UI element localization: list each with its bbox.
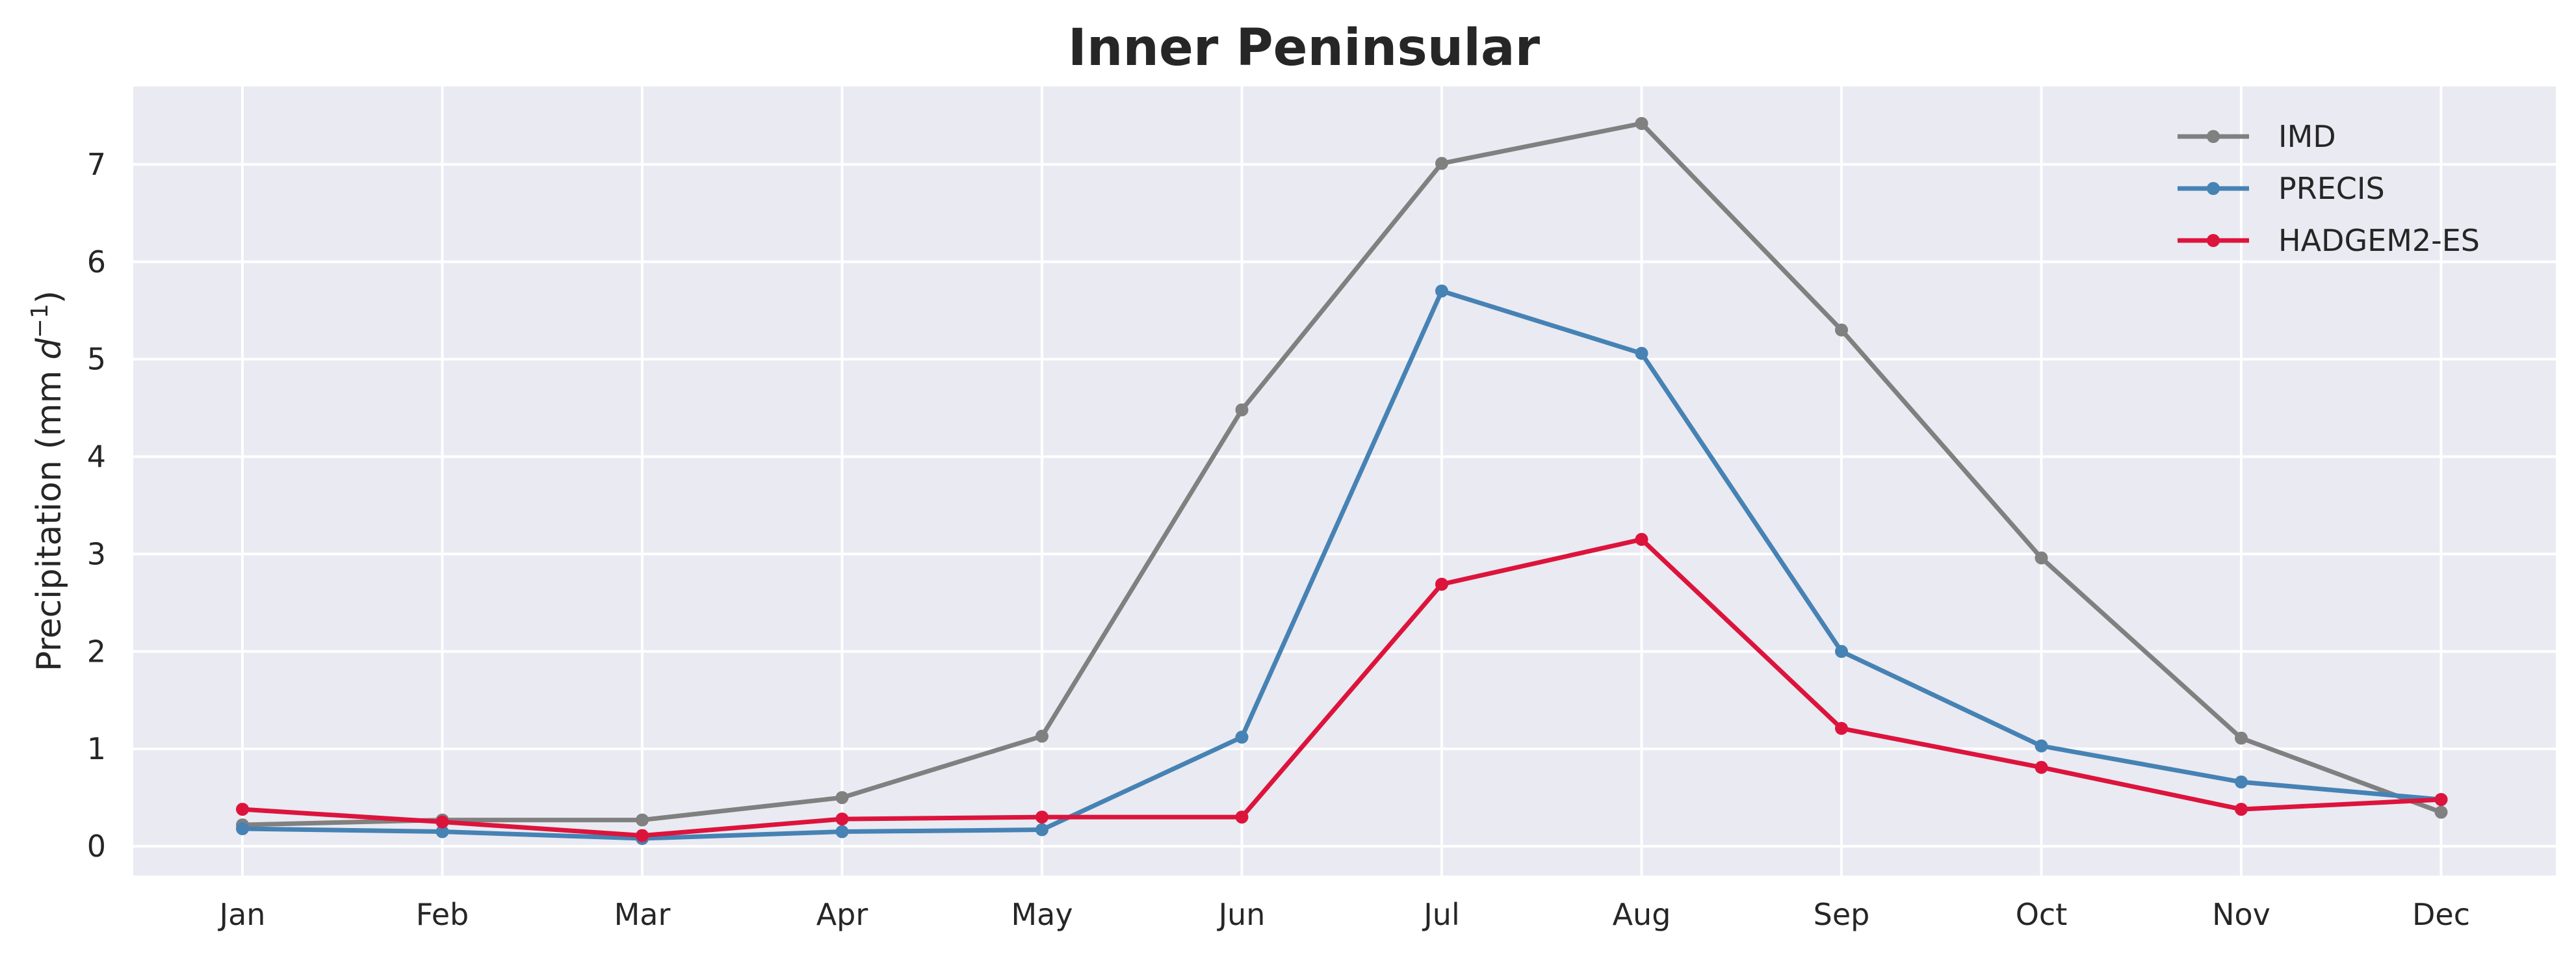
y-axis-label: Precipitation (mm d−1) bbox=[27, 291, 69, 671]
legend-swatch-marker bbox=[2207, 182, 2220, 195]
x-tick-label: Mar bbox=[614, 897, 671, 932]
legend-item-hadgem2-es: HADGEM2-ES bbox=[2178, 223, 2480, 258]
series-line-precis bbox=[240, 289, 2443, 841]
x-tick-label: Apr bbox=[816, 897, 868, 932]
data-point-imd bbox=[835, 791, 849, 805]
legend-label: PRECIS bbox=[2278, 171, 2385, 206]
legend-swatch-marker bbox=[2207, 130, 2220, 143]
series-line-imd bbox=[240, 121, 2443, 827]
x-tick-label: Dec bbox=[2412, 897, 2470, 932]
data-point-hadgem2-es bbox=[835, 812, 849, 826]
data-point-imd bbox=[1435, 157, 1448, 170]
legend-item-imd: IMD bbox=[2178, 119, 2336, 154]
y-tick-label: 5 bbox=[87, 342, 106, 377]
x-tick-label: Nov bbox=[2212, 897, 2270, 932]
data-point-imd bbox=[1035, 729, 1048, 743]
series-line-hadgem2-es bbox=[240, 537, 2443, 838]
y-tick-label: 4 bbox=[87, 439, 106, 474]
data-point-imd bbox=[2235, 731, 2248, 745]
y-tick-label: 1 bbox=[87, 731, 106, 766]
x-tick-label: Jun bbox=[1217, 897, 1266, 932]
data-point-precis bbox=[835, 825, 849, 838]
data-point-imd bbox=[1635, 116, 1648, 130]
data-point-hadgem2-es bbox=[636, 829, 649, 842]
series-lines bbox=[236, 116, 2448, 846]
legend-label: HADGEM2-ES bbox=[2278, 223, 2480, 258]
data-point-imd bbox=[636, 813, 649, 827]
x-tick-label: Jul bbox=[1422, 897, 1460, 932]
x-tick-label: Jan bbox=[218, 897, 266, 932]
data-point-precis bbox=[2235, 775, 2248, 789]
data-point-hadgem2-es bbox=[2035, 760, 2048, 774]
data-point-precis bbox=[2035, 739, 2048, 753]
data-point-precis bbox=[1235, 731, 1249, 744]
y-tick-label: 6 bbox=[87, 244, 106, 279]
y-axis-label-main: Precipitation (mm bbox=[30, 359, 69, 671]
data-point-hadgem2-es bbox=[236, 803, 249, 816]
y-axis-ticks: 0 1 2 3 4 5 6 7 bbox=[87, 147, 106, 864]
data-point-precis bbox=[1035, 823, 1048, 837]
plot-area bbox=[133, 86, 2556, 876]
x-axis-ticks: Jan Feb Mar Apr May Jun Jul Aug Sep Oct Nov Dec bbox=[218, 897, 2470, 932]
data-point-imd bbox=[2434, 805, 2448, 819]
data-point-hadgem2-es bbox=[1635, 532, 1648, 546]
data-point-precis bbox=[1435, 284, 1448, 298]
data-point-hadgem2-es bbox=[2434, 793, 2448, 807]
y-axis-label-close: ) bbox=[30, 291, 69, 304]
data-point-hadgem2-es bbox=[436, 815, 449, 829]
y-axis-label-unit-var: d bbox=[30, 337, 69, 359]
data-point-hadgem2-es bbox=[1435, 577, 1448, 591]
data-point-precis bbox=[436, 825, 449, 838]
data-point-hadgem2-es bbox=[1835, 721, 1848, 735]
series-hadgem2-es bbox=[236, 532, 2448, 842]
x-tick-label: May bbox=[1011, 897, 1073, 932]
chart-title: Inner Peninsular bbox=[1068, 19, 1541, 77]
data-point-precis bbox=[236, 822, 249, 836]
y-tick-label: 7 bbox=[87, 147, 106, 182]
y-tick-label: 2 bbox=[87, 634, 106, 669]
data-point-precis bbox=[1635, 346, 1648, 360]
data-point-hadgem2-es bbox=[1035, 811, 1048, 824]
legend-label: IMD bbox=[2278, 119, 2336, 154]
x-tick-label: Aug bbox=[1613, 897, 1671, 932]
y-tick-label: 3 bbox=[87, 536, 106, 571]
y-axis-label-unit-exp: −1 bbox=[27, 304, 53, 338]
y-tick-label: 0 bbox=[87, 829, 106, 864]
data-point-hadgem2-es bbox=[2235, 803, 2248, 816]
legend-swatch-marker bbox=[2207, 234, 2220, 247]
data-point-precis bbox=[1835, 645, 1848, 658]
grid-lines bbox=[133, 86, 2556, 876]
legend-item-precis: PRECIS bbox=[2178, 171, 2385, 206]
x-tick-label: Oct bbox=[2016, 897, 2068, 932]
legend: IMD PRECIS HADGEM2-ES bbox=[2178, 119, 2480, 258]
x-tick-label: Feb bbox=[416, 897, 469, 932]
data-point-imd bbox=[2035, 551, 2048, 565]
data-point-imd bbox=[1835, 323, 1848, 337]
data-point-imd bbox=[1235, 403, 1249, 417]
x-tick-label: Sep bbox=[1814, 897, 1870, 932]
data-point-hadgem2-es bbox=[1235, 811, 1249, 824]
